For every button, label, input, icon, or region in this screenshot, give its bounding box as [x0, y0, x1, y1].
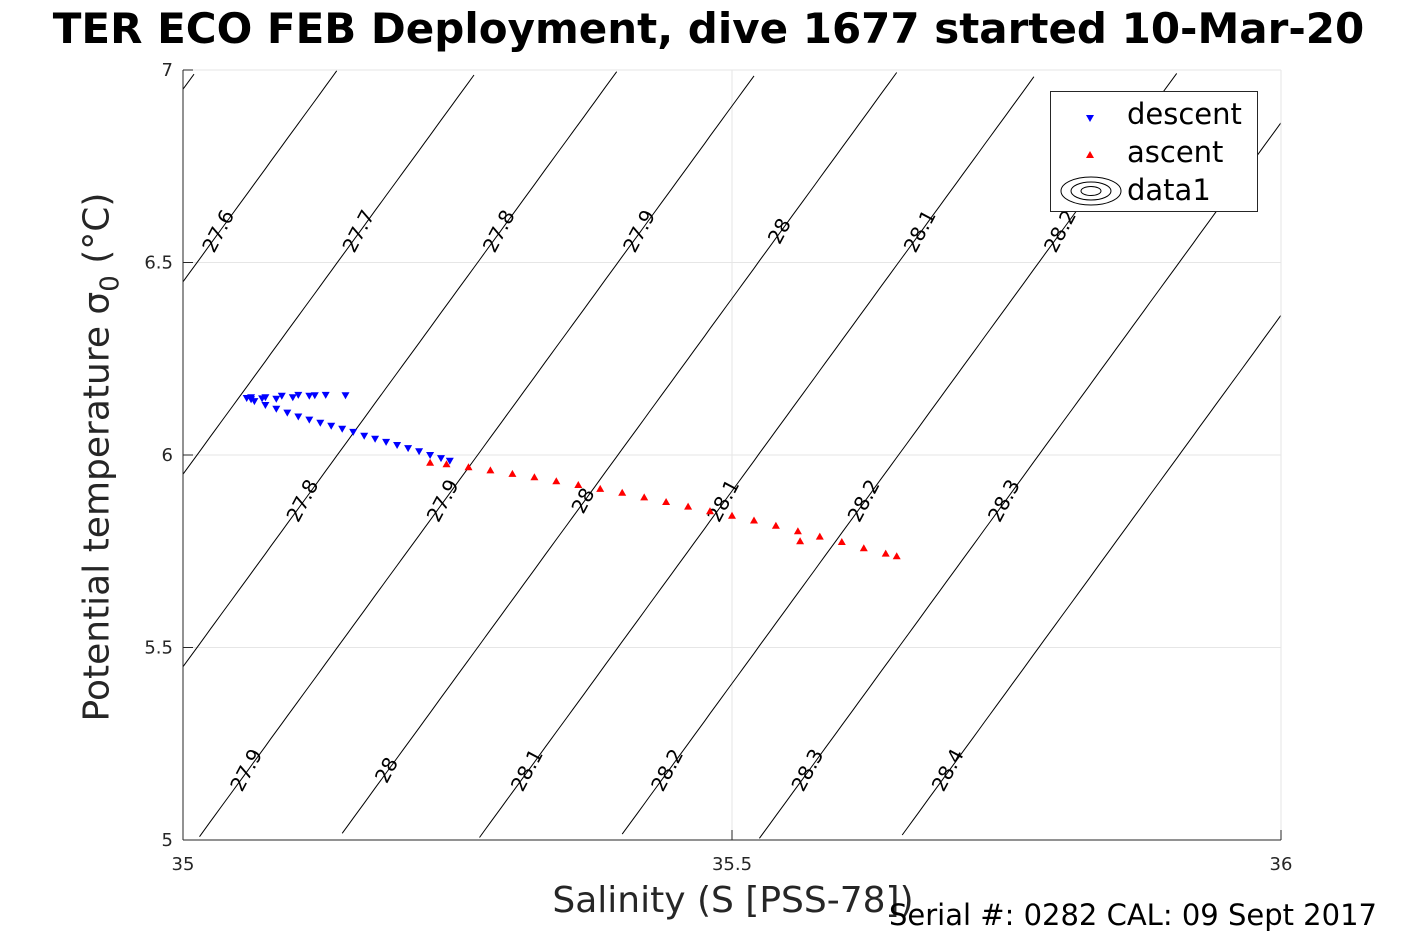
data-point-ascent [837, 538, 846, 545]
contour-line [758, 122, 1282, 839]
y-tick-label: 7 [162, 60, 173, 81]
legend-item-descent: descent [1051, 96, 1257, 134]
legend-label-ascent: ascent [1127, 135, 1224, 169]
data-point-descent [349, 428, 358, 436]
data-point-descent [360, 432, 369, 440]
legend-item-ascent: ascent [1051, 134, 1257, 172]
data-point-ascent [881, 549, 890, 557]
data-point-descent [415, 448, 424, 456]
contour-line [182, 71, 618, 667]
data-point-ascent [508, 469, 517, 477]
data-point-descent [426, 452, 435, 459]
data-point-ascent [728, 511, 736, 519]
data-point-descent [437, 455, 445, 463]
data-point-ascent [530, 473, 539, 481]
data-point-ascent [750, 516, 758, 524]
data-point-ascent [662, 498, 671, 505]
y-axis-label-text: Potential temperature σ [76, 291, 118, 722]
data-point-descent [305, 416, 314, 424]
contour-label: 28 [763, 214, 796, 248]
data-point-descent [294, 391, 303, 399]
data-point-descent [272, 395, 281, 403]
y-axis-label: Potential temperature σ0 (°C) [76, 192, 126, 722]
contour-label: 28 [566, 484, 599, 518]
contour-line [182, 70, 338, 283]
data-point-descent [305, 392, 314, 400]
data-point-descent [341, 392, 350, 400]
y-tick-label: 5.5 [144, 638, 173, 659]
data-point-ascent [815, 532, 824, 540]
x-tick-label: 35 [172, 854, 195, 875]
data-point-descent [277, 392, 286, 400]
contour-line [341, 72, 898, 834]
data-point-ascent [442, 460, 451, 468]
data-point-descent [261, 394, 270, 402]
y-tick-label: 5 [162, 830, 173, 851]
contour-line [901, 314, 1282, 836]
legend-marker-descent [1086, 115, 1094, 122]
data-point-ascent [640, 493, 649, 501]
serial-calibration-note: Serial #: 0282 CAL: 09 Sept 2017 [889, 898, 1377, 932]
data-point-ascent [859, 544, 868, 552]
chart-legend: descent ascent data1 [1050, 91, 1258, 212]
x-tick-label: 36 [1270, 854, 1293, 875]
data-point-ascent [426, 458, 435, 466]
data-point-descent [327, 422, 336, 430]
legend-label-descent: descent [1127, 97, 1242, 131]
data-point-ascent [684, 502, 693, 510]
y-axis-label-subscript: 0 [95, 275, 126, 292]
data-point-ascent [771, 521, 780, 529]
data-point-descent [404, 445, 413, 453]
data-point-descent [393, 442, 402, 449]
data-point-descent [288, 394, 297, 402]
data-point-ascent [464, 463, 473, 471]
x-axis-label: Salinity (S [PSS-78]) [552, 880, 914, 921]
data-point-descent [283, 409, 292, 417]
data-point-ascent [618, 488, 627, 496]
data-point-ascent [796, 537, 805, 545]
legend-label-data1: data1 [1127, 173, 1211, 207]
contour-line [182, 73, 195, 90]
data-point-descent [321, 391, 330, 399]
data-point-descent [247, 396, 256, 404]
data-point-descent [310, 392, 319, 400]
data-point-descent [272, 405, 281, 413]
y-axis-label-unit: (°C) [76, 192, 118, 276]
data-point-ascent [793, 527, 802, 535]
contour-line [479, 76, 1035, 838]
data-point-descent [316, 419, 325, 427]
legend-marker-ascent [1086, 151, 1094, 158]
y-tick-label: 6 [162, 445, 173, 466]
x-tick-label: 35.5 [712, 854, 752, 875]
data-point-descent [445, 457, 454, 465]
contour-line [182, 74, 475, 475]
data-point-ascent [706, 507, 714, 515]
data-point-descent [261, 402, 270, 409]
data-point-descent [250, 398, 259, 406]
chart-title: TER ECO FEB Deployment, dive 1677 starte… [52, 4, 1365, 53]
data-point-descent [371, 435, 380, 443]
data-point-ascent [596, 484, 605, 492]
data-point-ascent [574, 481, 583, 488]
legend-item-data1: data1 [1051, 172, 1257, 210]
y-tick-label: 6.5 [144, 253, 173, 274]
data-point-ascent [892, 552, 901, 560]
data-point-ascent [552, 477, 561, 485]
contour-line [199, 75, 755, 837]
data-point-descent [338, 425, 347, 433]
contour-label: 28 [370, 753, 403, 787]
data-point-ascent [486, 466, 495, 474]
legend-marker-contour [1060, 176, 1122, 206]
data-point-descent [382, 438, 391, 446]
data-point-descent [294, 413, 303, 421]
